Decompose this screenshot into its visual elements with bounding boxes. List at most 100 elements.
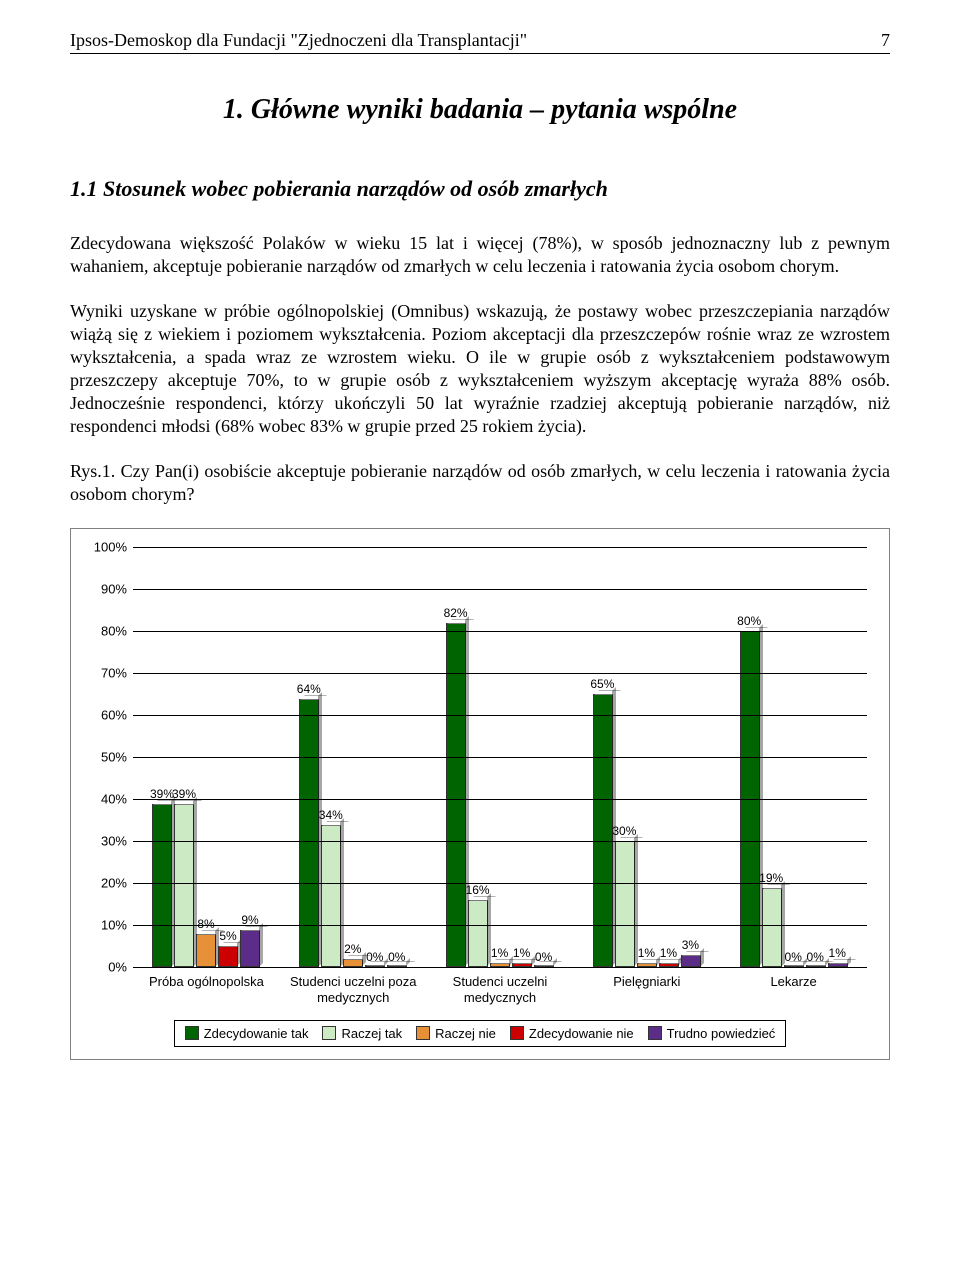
chart-bar-wrap	[320, 825, 342, 968]
chart-bar-label: 1%	[491, 946, 508, 960]
chart-gridline	[133, 589, 867, 590]
chart-bar	[321, 825, 341, 968]
chart-gridline	[133, 715, 867, 716]
chart-bar-label: 2%	[344, 942, 361, 956]
chart-bar	[196, 934, 216, 968]
chart-ytick: 90%	[83, 582, 127, 597]
chart-legend-label: Zdecydowanie tak	[204, 1026, 309, 1041]
chart-bar	[152, 804, 172, 968]
chart-bar-label: 8%	[197, 917, 214, 931]
chart-x-label: Studenci uczelni poza medycznych	[280, 968, 427, 1005]
figure-1-chart: 39%39%8%5%9%64%34%2%0%0%82%16%1%1%0%65%3…	[70, 528, 890, 1059]
chart-bar-label: 30%	[612, 824, 636, 838]
chart-gridline	[133, 841, 867, 842]
chart-bar-wrap	[680, 955, 702, 968]
chart-legend-swatch	[648, 1026, 662, 1040]
chart-legend-item: Zdecydowanie nie	[510, 1026, 634, 1041]
chart-legend-swatch	[416, 1026, 430, 1040]
chart-bar	[387, 965, 407, 967]
chart-bar	[343, 959, 363, 967]
chart-bar-wrap	[761, 888, 783, 968]
chart-bar-wrap	[614, 841, 636, 967]
chart-gridline	[133, 547, 867, 548]
chart-bar-label: 1%	[513, 946, 530, 960]
chart-legend-item: Zdecydowanie tak	[185, 1026, 309, 1041]
chart-gridline	[133, 631, 867, 632]
figure-caption: Rys.1. Czy Pan(i) osobiście akceptuje po…	[70, 460, 890, 506]
chart-bar-wrap	[592, 694, 614, 967]
chart-plot-area: 39%39%8%5%9%64%34%2%0%0%82%16%1%1%0%65%3…	[133, 547, 867, 968]
chart-bar-wrap	[151, 804, 173, 968]
chart-bar-label: 1%	[829, 946, 846, 960]
chart-bar	[174, 804, 194, 968]
chart-legend-item: Raczej tak	[322, 1026, 402, 1041]
chart-bar	[490, 963, 510, 967]
chart-ytick: 40%	[83, 792, 127, 807]
chart-bar-label: 5%	[219, 929, 236, 943]
chart-ytick: 30%	[83, 834, 127, 849]
chart-bar-label: 64%	[297, 682, 321, 696]
chart-bar	[637, 963, 657, 967]
chart-ytick: 100%	[83, 540, 127, 555]
chart-bar-label: 0%	[388, 950, 405, 964]
subsection-title: 1.1 Stosunek wobec pobierania narządów o…	[70, 176, 890, 202]
chart-bar-label: 34%	[319, 808, 343, 822]
chart-bar	[299, 699, 319, 968]
chart-bar-wrap	[173, 804, 195, 968]
chart-bar-wrap	[827, 963, 849, 967]
chart-bar	[828, 963, 848, 967]
chart-x-label: Studenci uczelni medycznych	[427, 968, 574, 1005]
chart-bar	[806, 965, 826, 967]
chart-bar	[240, 930, 260, 968]
chart-bar-wrap	[239, 930, 261, 968]
chart-bar-label: 1%	[638, 946, 655, 960]
chart-bar-wrap	[636, 963, 658, 967]
chart-bar-label: 0%	[535, 950, 552, 964]
chart-legend-label: Raczej nie	[435, 1026, 496, 1041]
page: Ipsos-Demoskop dla Fundacji "Zjednoczeni…	[0, 0, 960, 1100]
chart-bar-label: 0%	[785, 950, 802, 964]
chart-bar-label: 0%	[807, 950, 824, 964]
chart-bar-wrap	[217, 946, 239, 967]
chart-bar-wrap	[533, 965, 555, 967]
chart-legend-swatch	[185, 1026, 199, 1040]
chart-ytick: 0%	[83, 960, 127, 975]
chart-legend-label: Trudno powiedzieć	[667, 1026, 776, 1041]
chart-bar-label: 65%	[590, 677, 614, 691]
chart-bar-label: 80%	[737, 614, 761, 628]
chart-bar	[534, 965, 554, 967]
chart-bar-wrap	[489, 963, 511, 967]
chart-gridline	[133, 925, 867, 926]
chart-bar	[681, 955, 701, 968]
paragraph-2: Wyniki uzyskane w próbie ogólnopolskiej …	[70, 300, 890, 438]
chart-bar	[512, 963, 532, 967]
chart-bar-label: 0%	[366, 950, 383, 964]
chart-ytick: 20%	[83, 876, 127, 891]
chart-legend: Zdecydowanie tak Raczej tak Raczej nie Zdec…	[174, 1020, 787, 1047]
chart-x-labels: Próba ogólnopolskaStudenci uczelni poza …	[133, 968, 867, 1005]
chart-bar	[659, 963, 679, 967]
chart-x-label: Pielęgniarki	[573, 968, 720, 1005]
chart-bar-wrap	[445, 623, 467, 967]
chart-bar-wrap	[783, 965, 805, 967]
chart-bar-wrap	[298, 699, 320, 968]
chart-legend-item: Trudno powiedzieć	[648, 1026, 776, 1041]
chart-bar	[784, 965, 804, 967]
chart-bar-wrap	[386, 965, 408, 967]
chart-legend-swatch	[322, 1026, 336, 1040]
chart-gridline	[133, 883, 867, 884]
chart-bar	[365, 965, 385, 967]
chart-bar-label: 3%	[682, 938, 699, 952]
chart-bar-wrap	[467, 900, 489, 967]
chart-ytick: 10%	[83, 918, 127, 933]
chart-bar-wrap	[342, 959, 364, 967]
chart-bar-label: 82%	[444, 606, 468, 620]
header-left: Ipsos-Demoskop dla Fundacji "Zjednoczeni…	[70, 30, 527, 51]
chart-bar-wrap	[805, 965, 827, 967]
paragraph-1: Zdecydowana większość Polaków w wieku 15…	[70, 232, 890, 278]
chart-gridline	[133, 799, 867, 800]
chart-bar-wrap	[511, 963, 533, 967]
chart-gridline	[133, 673, 867, 674]
chart-gridline	[133, 757, 867, 758]
chart-ytick: 60%	[83, 708, 127, 723]
